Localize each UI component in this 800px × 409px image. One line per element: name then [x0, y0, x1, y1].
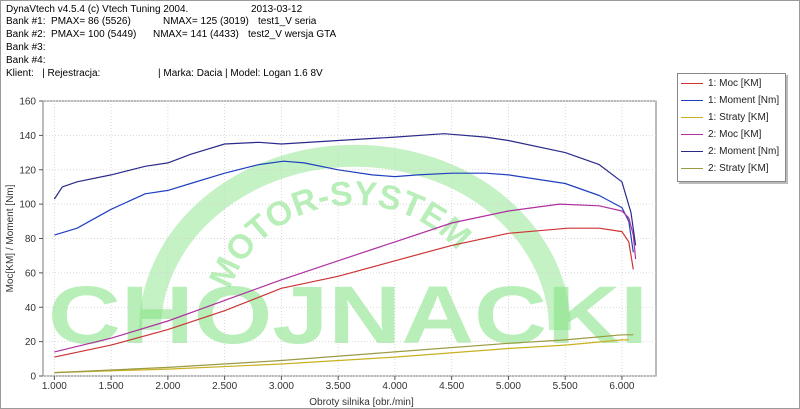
- y-axis-label: Moc[KM] / Moment [Nm]: [5, 184, 16, 292]
- legend-label: 2: Moc [KM]: [708, 129, 762, 140]
- y-tick-label: 60: [25, 268, 37, 279]
- x-tick-label: 3.000: [269, 381, 294, 392]
- test-date: 2013-03-12: [251, 4, 303, 15]
- x-tick-label: 4.000: [382, 381, 407, 392]
- chart-legend: 1: Moc [KM] 1: Moment [Nm] 1: Straty [KM] 2…: [677, 73, 786, 182]
- legend-swatch: [681, 151, 703, 153]
- bank1-nmax: NMAX= 125 (3019): [163, 16, 249, 27]
- y-tick-label: 0: [30, 372, 36, 383]
- x-tick-label: 4.500: [439, 381, 464, 392]
- series-line-2: [54, 160, 634, 253]
- software-title: DynaVtech v4.5.4 (c) Vtech Tuning 2004.: [6, 4, 189, 15]
- bank2-pmax: Bank #2: PMAX= 100 (5449): [6, 29, 137, 40]
- legend-label: 1: Moc [KM]: [708, 78, 762, 89]
- bank1-pmax: Bank #1: PMAX= 86 (5526): [6, 16, 131, 27]
- legend-swatch: [681, 168, 703, 170]
- car-label: | Marka: Dacia | Model: Logan 1.6 8V: [158, 68, 323, 79]
- legend-label: 2: Straty [KM]: [708, 163, 769, 174]
- x-tick-label: 5.000: [496, 381, 521, 392]
- client-label: Klient: | Rejestracja:: [6, 68, 101, 79]
- legend-label: 1: Moment [Nm]: [708, 95, 780, 106]
- legend-label: 2: Moment [Nm]: [708, 146, 780, 157]
- series-line-5: [53, 133, 637, 246]
- legend-swatch: [681, 100, 703, 102]
- x-tick-label: 1.000: [42, 381, 67, 392]
- bank2-nmax: NMAX= 141 (4433): [153, 29, 239, 40]
- bank4-label: Bank #4:: [6, 55, 46, 66]
- series-line-1: [54, 227, 634, 358]
- y-tick-label: 80: [25, 234, 37, 245]
- x-tick-label: 3.500: [326, 381, 351, 392]
- series-line-6: [54, 334, 634, 374]
- y-tick-label: 20: [25, 337, 37, 348]
- y-tick-label: 160: [19, 97, 36, 108]
- watermark-text: CHOJNACKI: [48, 270, 648, 361]
- legend-swatch: [681, 83, 703, 85]
- legend-label: 1: Straty [KM]: [708, 112, 769, 123]
- bank1-name: test1_V seria: [258, 16, 317, 27]
- x-axis-label: Obroty silnika [obr./min]: [309, 397, 414, 408]
- x-tick-label: 1.500: [99, 381, 124, 392]
- y-tick-label: 40: [25, 303, 37, 314]
- x-tick-label: 2.500: [212, 381, 237, 392]
- series-line-3: [54, 339, 629, 374]
- series-line-4: [54, 203, 637, 353]
- bank3-label: Bank #3:: [6, 42, 46, 53]
- legend-swatch: [681, 117, 703, 119]
- y-tick-label: 100: [19, 200, 36, 211]
- y-tick-label: 140: [19, 131, 36, 142]
- watermark-arc: [139, 144, 571, 331]
- bank2-name: test2_V wersja GTA: [248, 29, 337, 40]
- x-tick-label: 2.000: [155, 381, 180, 392]
- legend-swatch: [681, 134, 703, 136]
- y-tick-label: 120: [19, 165, 36, 176]
- x-tick-label: 5.500: [553, 381, 578, 392]
- x-tick-label: 6.000: [609, 381, 634, 392]
